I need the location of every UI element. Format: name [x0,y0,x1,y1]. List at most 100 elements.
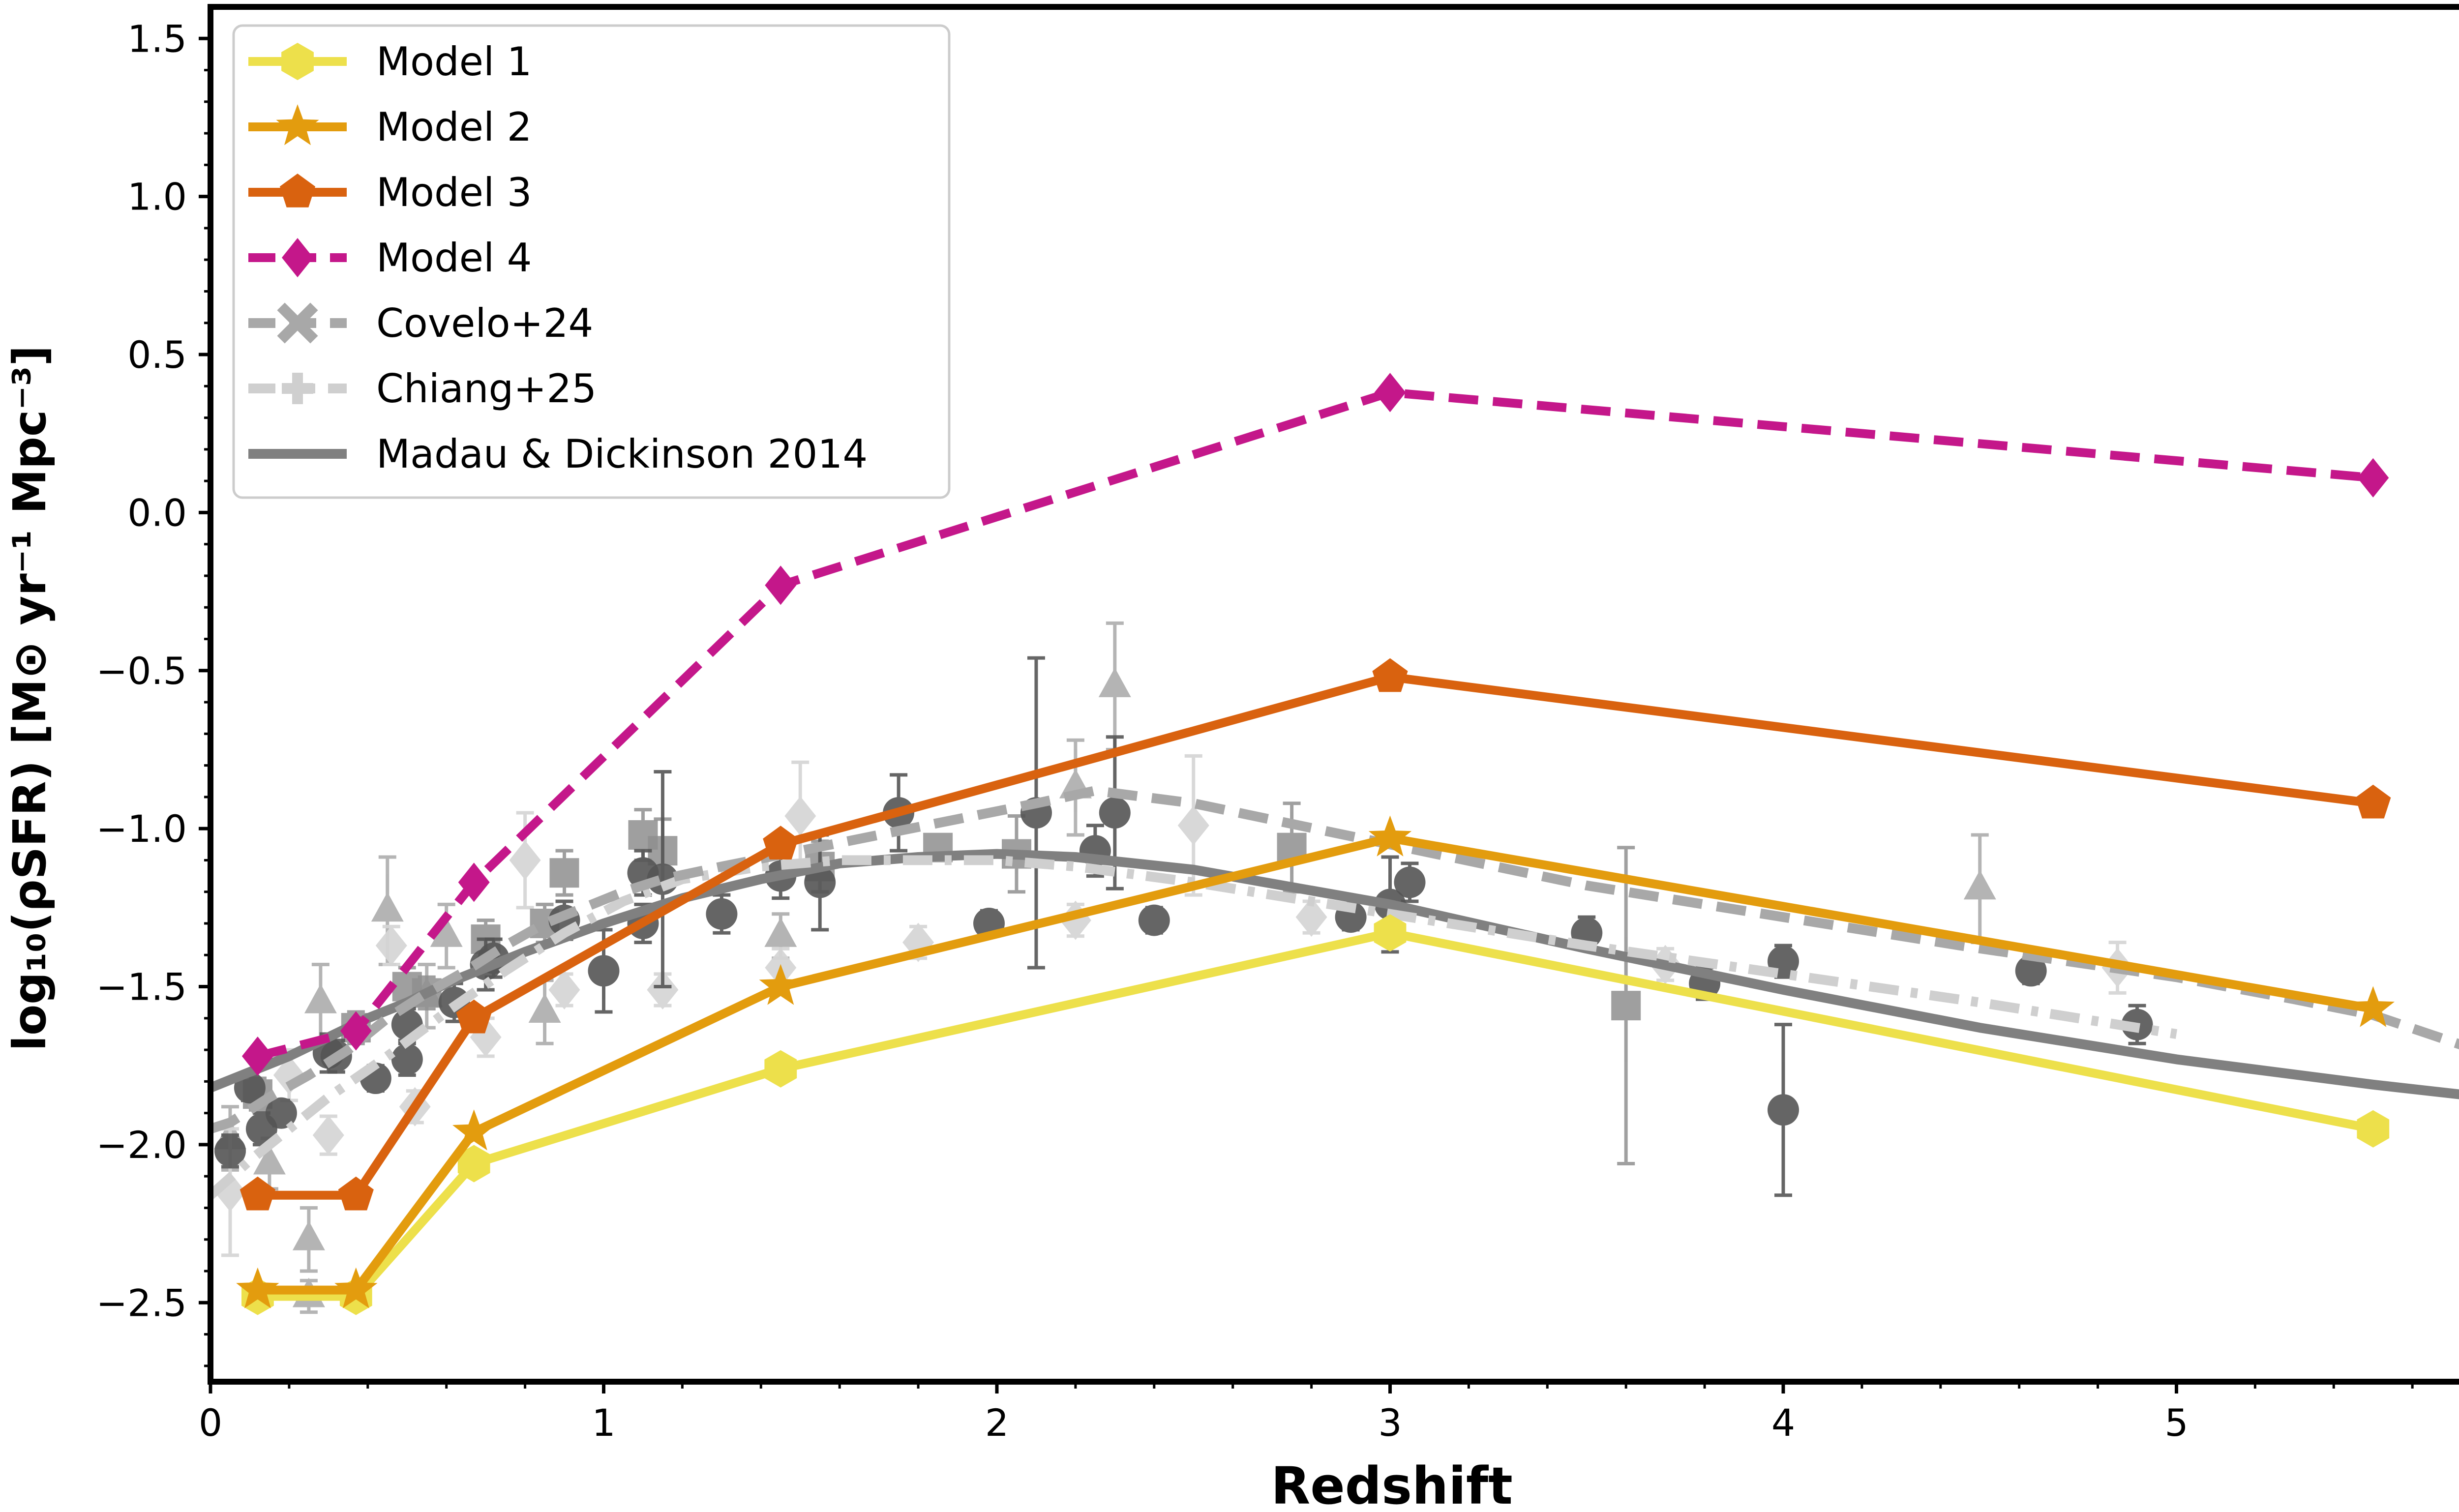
obs-circles-marker-25 [1138,904,1170,936]
series-1-point-5-shape [2357,1110,2390,1148]
obs-diamonds-marker-14-shape [1295,897,1327,937]
obs-diamonds-point-13 [1177,754,1209,897]
legend-marker-5-shape [277,302,318,344]
legend-marker-6 [282,373,313,404]
obs-diamonds-marker-14 [1295,897,1327,937]
legend-label-2: Model 2 [376,104,532,150]
series-4 [241,373,2389,1076]
legend-entry-4: Model 4 [248,235,532,281]
obs-circles-marker-3-shape [265,1097,297,1129]
legend-label-4: Model 4 [376,235,532,281]
x-tick-label-0: 0 [199,1401,222,1445]
series-2-point-0-shape [236,1267,279,1308]
obs-circles-point-13 [588,928,620,1014]
series-2-point-4 [1368,815,1412,857]
series-4-point-2-shape [458,862,490,902]
obs-circles-point-0 [214,1133,246,1169]
y-tick-label-5: 0.0 [127,491,187,534]
legend-entry-1: Model 1 [248,39,532,85]
obs-triangles-marker-2 [292,1220,325,1250]
series-4-point-4-shape [1374,373,1406,413]
series-6-line [207,855,2178,1199]
obs-triangles-marker-1 [253,1145,286,1175]
series-6 [207,855,2178,1199]
series-3-point-1 [338,1176,374,1211]
obs-diamonds-point-3 [375,924,407,967]
series-4-point-3-shape [765,565,797,605]
obs-squares-marker-13 [1611,991,1641,1021]
x-tick-label-1: 1 [592,1401,615,1445]
series-3-line [257,672,2374,1200]
series-1-point-4-shape [1374,914,1407,952]
legend-marker-2 [276,104,319,146]
obs-diamonds-marker-2-shape [312,1115,344,1155]
obs-circles-marker-3 [265,1097,297,1129]
obs-triangles-marker-1-shape [253,1145,286,1175]
obs-circles-point-25 [1138,904,1170,936]
series-3-point-3 [763,826,799,860]
obs-diamonds-marker-13 [1177,805,1209,845]
series-4-point-5 [2357,458,2389,498]
obs-circles-marker-17 [706,898,738,930]
obs-triangles-marker-12-shape [1963,870,1996,900]
obs-diamonds-point-8 [647,970,679,1009]
obs-triangles-marker-9 [764,917,797,947]
obs-diamonds-point-14 [1295,897,1327,937]
legend-entry-6: Chiang+25 [248,366,597,412]
obs-diamonds-marker-8-shape [647,970,679,1009]
obs-circles-marker-13 [588,955,620,987]
y-tick-label-2: −1.5 [96,965,187,1009]
obs-circles-marker-19 [804,866,836,898]
obs-squares-marker-6 [549,858,579,888]
legend-entry-3: Model 3 [248,170,532,215]
legend-entry-2: Model 2 [248,104,532,150]
series-3-point-4 [1372,658,1408,692]
obs-triangles-marker-7 [430,917,463,947]
series-3 [240,658,2391,1211]
legend-label-6: Chiang+25 [376,366,597,412]
series-2-point-2 [452,1109,496,1151]
series-3-point-2 [456,999,492,1034]
obs-circles-marker-25-shape [1138,904,1170,936]
obs-triangles-marker-7-shape [430,917,463,947]
axes-layer: 0123456−2.5−2.0−1.5−1.0−0.50.00.51.01.5 [96,4,2459,1445]
obs-circles-marker-0-shape [214,1135,246,1167]
series-3-point-3-shape [763,826,799,860]
obs-circles-marker-32 [1768,1094,1799,1126]
series-2-line [257,833,2374,1295]
series-4-point-5-shape [2357,458,2389,498]
obs-triangles-point-5 [371,855,404,967]
y-tick-label-7: 1.0 [127,175,187,219]
x-tick-label-4: 4 [1771,1401,1795,1445]
obs-circles-marker-33 [2015,955,2047,987]
series-2-point-5 [2351,986,2395,1027]
obs-triangles-marker-4 [304,983,337,1013]
obs-triangles-marker-9-shape [764,917,797,947]
y-tick-label-3: −1.0 [96,807,187,851]
obs-circles-marker-33-shape [2015,955,2047,987]
series-3-point-0 [240,1176,275,1211]
x-tick-label-3: 3 [1378,1401,1402,1445]
series-1-point-2-shape [457,1145,490,1183]
obs-triangles-marker-5 [371,892,404,922]
obs-triangles-marker-8 [528,993,561,1023]
series-2-point-1-shape [334,1267,378,1308]
series-layer [207,373,2459,1315]
y-tick-label-8: 1.5 [127,17,187,60]
y-axis-label: log₁₀(ρSFR) [M⊙ yr⁻¹ Mpc⁻³] [3,346,56,1051]
obs-diamonds-marker-10-shape [784,796,816,836]
legend-label-1: Model 1 [376,39,532,85]
series-2-point-3 [759,964,802,1005]
obs-circles-marker-8 [391,1043,423,1075]
obs-diamonds-point-2 [312,1114,344,1156]
obs-diamonds-marker-2 [312,1115,344,1155]
legend-marker-3 [279,174,316,208]
series-4-point-0-shape [241,1037,273,1076]
obs-circles-marker-24 [1099,797,1131,829]
obs-circles-point-32 [1768,1023,1799,1197]
obs-triangles-marker-2-shape [292,1220,325,1250]
y-tick-label-6: 0.5 [127,333,187,377]
series-4-line [256,388,2374,1061]
obs-triangles-marker-12 [1963,870,1996,900]
